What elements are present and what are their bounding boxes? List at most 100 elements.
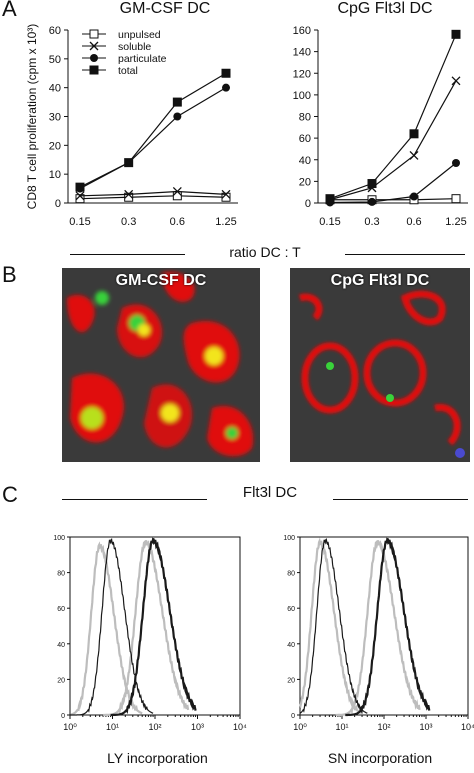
chart-a1-point xyxy=(367,179,377,189)
chart-a0-point xyxy=(75,194,85,204)
header-rule-left xyxy=(62,499,207,500)
chart-a0-point xyxy=(172,97,182,107)
panel-c-right-xlabel: SN incorporation xyxy=(327,750,433,766)
chart-a0-point-stroke xyxy=(221,189,231,199)
hist-c1-xtick-label: 10² xyxy=(377,722,390,732)
hist-c0-ytick-label: 80 xyxy=(57,571,65,578)
chart-a0-xtick-label: 0.6 xyxy=(170,216,185,228)
chart-a1-point xyxy=(451,194,461,204)
chart-a1-series-line xyxy=(329,162,457,204)
chart-a1-series-line xyxy=(329,34,457,200)
chart-a1-ytick-label: 100 xyxy=(293,90,311,102)
chart-a1-point xyxy=(451,29,461,39)
chart-a0-ytick-label: 10 xyxy=(49,169,61,181)
hist-c0-series xyxy=(70,541,143,716)
chart-a1-point-stroke xyxy=(409,150,419,160)
chart-a1-ytick-label: 20 xyxy=(299,176,311,188)
chart-a0-series-line xyxy=(79,87,227,190)
micrograph-cpg-image xyxy=(290,268,470,462)
header-rule-right xyxy=(333,499,468,500)
hist-c1-series xyxy=(345,537,431,717)
chart-a0-ytick-label: 40 xyxy=(49,83,61,95)
chart-a0-series-line xyxy=(79,195,227,200)
legend-marker xyxy=(89,41,99,51)
chart-a1-ytick-label: 80 xyxy=(299,112,311,124)
chart-a0-ytick-label: 50 xyxy=(49,54,61,66)
hist-c1-xtick-label: 10¹ xyxy=(335,722,348,732)
xlabel-rule-left xyxy=(70,254,185,255)
hist-c1-series xyxy=(299,538,368,714)
legend-label: soluble xyxy=(118,41,151,53)
chart-a0-point xyxy=(124,192,134,202)
chart-a0-xtick-label: 1.25 xyxy=(215,216,236,228)
hist-c0-ytick-label: 100 xyxy=(53,535,65,542)
chart-a1-series-line xyxy=(329,80,457,201)
hist-c0-xtick-label: 10⁰ xyxy=(63,722,77,732)
chart-a1-xtick-label: 0.3 xyxy=(364,216,379,228)
chart-a1-xtick-label: 0.15 xyxy=(319,216,340,228)
chart-a0-point-stroke xyxy=(124,189,134,199)
panel-a-left-title: GM-CSF DC xyxy=(119,0,211,17)
hist-c1-ytick-label: 80 xyxy=(287,571,295,578)
micrograph-cpg-label: CpG Flt3l DC xyxy=(330,272,430,289)
hist-c0-series xyxy=(110,537,197,717)
chart-a0-point xyxy=(221,68,231,78)
hist-c1-ytick-label: 0 xyxy=(291,713,295,720)
legend-label: total xyxy=(118,65,138,77)
chart-a0-ytick-label: 60 xyxy=(49,25,61,37)
chart-a0-point xyxy=(221,192,231,202)
panel-c-left-xlabel: LY incorporation xyxy=(107,750,208,766)
chart-a0-point xyxy=(222,83,230,92)
hist-c1-ytick-label: 40 xyxy=(287,642,295,649)
legend-label: unpulsed xyxy=(118,29,161,41)
hist-c0-ytick-label: 20 xyxy=(57,677,65,684)
panel-c-header: Flt3l DC xyxy=(242,484,298,501)
chart-a1-xtick-label: 0.6 xyxy=(406,216,421,228)
legend-marker xyxy=(90,54,98,62)
chart-a0-series-line xyxy=(79,190,227,197)
hist-c0-series xyxy=(70,538,154,716)
hist-c1-ytick-label: 60 xyxy=(287,606,295,613)
chart-a1-point xyxy=(368,197,376,206)
chart-a0-point-stroke xyxy=(172,187,182,196)
chart-a1-ytick-label: 60 xyxy=(299,133,311,145)
panel-letter-a: A xyxy=(2,0,17,21)
chart-a0-point xyxy=(75,191,85,201)
chart-a0-ylabel: CD8 T cell proliferation (cpm x 10³) xyxy=(25,24,39,210)
chart-a1-point xyxy=(451,76,461,86)
chart-a0-point xyxy=(172,191,182,201)
chart-a0-xtick-label: 0.15 xyxy=(69,216,90,228)
hist-c1-xtick-label: 10⁴ xyxy=(461,722,474,732)
micrograph-gmcsf-image xyxy=(62,268,260,462)
hist-c1-frame xyxy=(299,536,469,716)
hist-c1-series xyxy=(299,537,363,715)
chart-a1-point-stroke xyxy=(451,76,461,86)
chart-a1-ytick-label: 160 xyxy=(293,25,311,37)
hist-c0-xtick-label: 10³ xyxy=(191,722,204,732)
chart-a0-point xyxy=(124,189,134,199)
hist-c0-series xyxy=(103,540,190,717)
chart-a0-point xyxy=(75,182,85,192)
chart-a1-xtick-label: 1.25 xyxy=(445,216,466,228)
chart-a1-ytick-label: 40 xyxy=(299,155,311,167)
hist-c1-ytick-label: 20 xyxy=(287,677,295,684)
panel-letter-c: C xyxy=(2,482,18,507)
chart-a0-ytick-label: 30 xyxy=(49,112,61,124)
chart-a1-ytick-label: 0 xyxy=(305,198,311,210)
hist-c0-ytick-label: 40 xyxy=(57,642,65,649)
hist-c0-ytick-label: 0 xyxy=(61,713,65,720)
hist-c0-xtick-label: 10² xyxy=(148,722,161,732)
panel-a-charts: 0 10 20 30 40 50 60 0.15 0.3 0.6 1.25 CD8 T cell pr… xyxy=(25,24,468,228)
chart-a0-series-line xyxy=(79,72,227,188)
legend-label: particulate xyxy=(118,53,167,65)
chart-a1-ytick-label: 140 xyxy=(293,47,311,59)
micrograph-gmcsf-label: GM-CSF DC xyxy=(115,272,207,289)
chart-a1-point xyxy=(409,129,419,139)
chart-a1-point xyxy=(410,192,418,201)
panel-a-right-title: CpG Flt3l DC xyxy=(337,0,433,17)
hist-c1-xtick-label: 10⁰ xyxy=(293,722,307,732)
hist-c0-ytick-label: 60 xyxy=(57,606,65,613)
chart-a1-point xyxy=(409,150,419,160)
chart-a1-point xyxy=(452,158,460,167)
hist-c1-ytick-label: 100 xyxy=(283,535,295,542)
